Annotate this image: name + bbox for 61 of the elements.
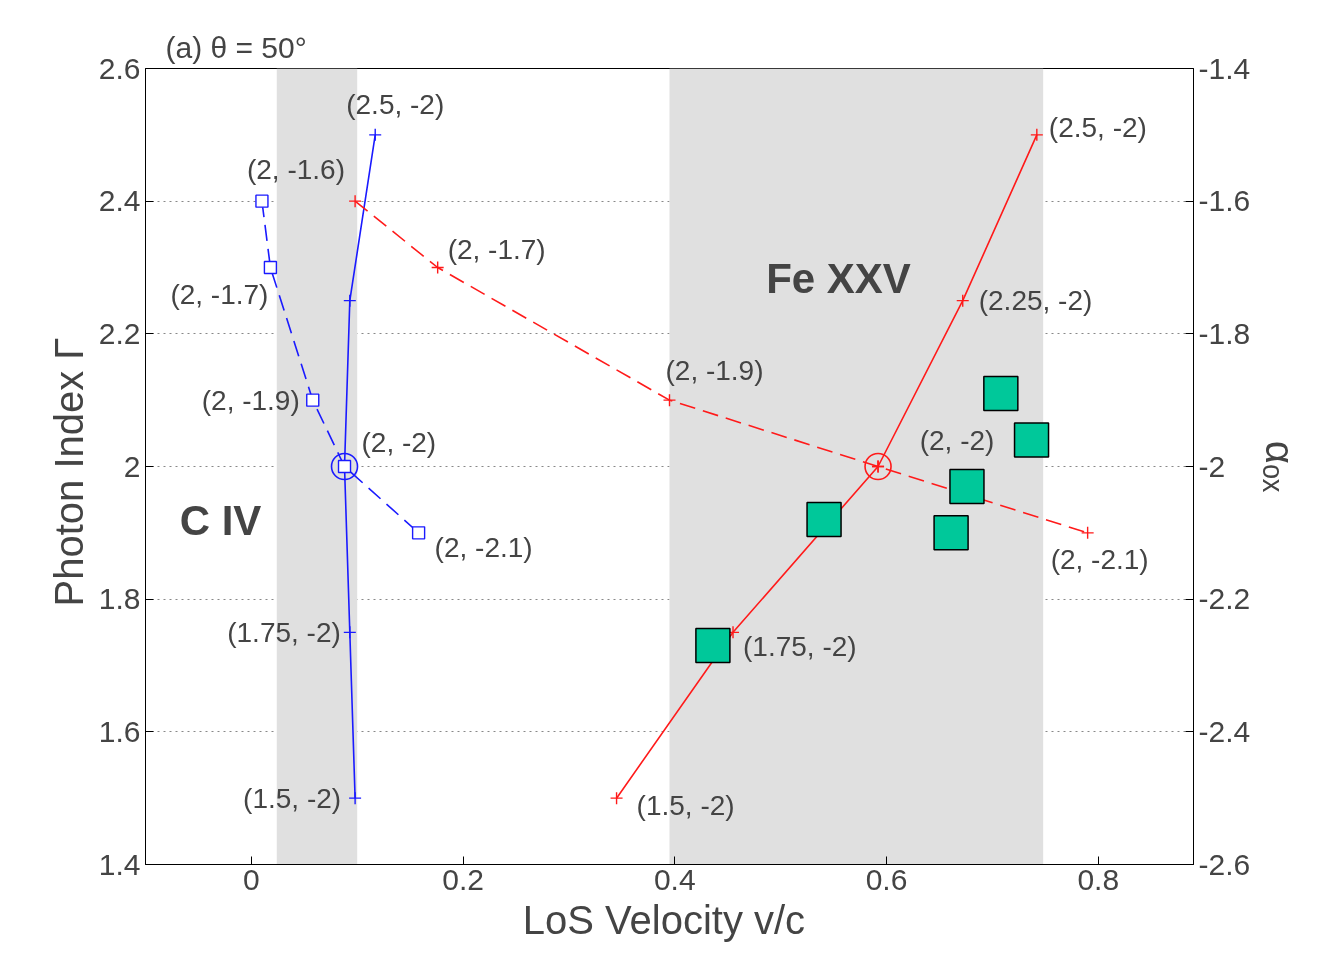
x-tick-label: 0.2 xyxy=(442,862,484,896)
annotation: (2.5, -2) xyxy=(346,89,445,121)
point xyxy=(1080,526,1095,540)
x-tick-label: 0.4 xyxy=(653,862,696,896)
y-tick-label: 2.4 xyxy=(98,184,141,218)
point xyxy=(368,128,382,142)
y-tick-label: 1.8 xyxy=(98,582,141,616)
point xyxy=(956,293,970,308)
x-axis-title: LoS Velocity v/c xyxy=(522,897,806,942)
annotation: (2, -2.1) xyxy=(1050,544,1149,576)
y2-tick-label: -1.8 xyxy=(1198,316,1251,350)
annotation: (2.25, -2) xyxy=(978,285,1093,317)
point xyxy=(348,194,362,208)
y-tick-label: 1.6 xyxy=(98,714,141,748)
annotation: (1.5, -2) xyxy=(243,782,342,814)
annotation: (1.75, -2) xyxy=(227,616,341,648)
annotation: C IV xyxy=(179,497,262,544)
annotation: (2, -2) xyxy=(919,425,995,456)
annotation: (2, -1.7) xyxy=(447,234,546,265)
point xyxy=(983,375,1019,412)
annotation: (2, -1.9) xyxy=(201,384,300,416)
x-tick-label: 0.6 xyxy=(865,862,908,896)
y2-tick-label: -1.4 xyxy=(1198,51,1251,85)
y-tick-label: 2.2 xyxy=(98,316,141,350)
y2-tick-label: -1.6 xyxy=(1198,184,1251,218)
annotation: (2.5, -2) xyxy=(1048,112,1147,144)
y2-tick-label: -2.6 xyxy=(1198,847,1251,881)
annotation: (1.5, -2) xyxy=(636,789,735,821)
point xyxy=(411,526,426,540)
point xyxy=(933,515,969,551)
point xyxy=(343,625,357,640)
y2-tick-label: -2 xyxy=(1198,449,1226,483)
y2-tick-label: -2.4 xyxy=(1198,714,1251,748)
y-axis-title: Photon Index Γ xyxy=(46,337,91,607)
y-tick-label: 1.4 xyxy=(98,847,141,881)
point xyxy=(343,293,357,308)
point xyxy=(263,260,278,275)
annotation: (2, -2.1) xyxy=(434,532,533,564)
point xyxy=(609,791,624,805)
annotation: (1.75, -2) xyxy=(743,630,857,662)
point xyxy=(1013,422,1050,458)
point xyxy=(949,468,985,505)
point xyxy=(695,627,731,664)
y-tick-label: 2 xyxy=(123,449,141,483)
chart-title: (a) θ = 50° xyxy=(165,30,307,64)
annotation: (2, -2) xyxy=(361,427,437,458)
annotation: (2, -1.9) xyxy=(665,354,764,386)
y-tick-label: 2.6 xyxy=(98,51,141,85)
x-tick-label: 0 xyxy=(243,862,260,896)
point xyxy=(430,260,445,275)
y2-axis-title: αₒₓ xyxy=(1258,440,1303,494)
annotation: (2, -1.6) xyxy=(246,153,345,185)
point xyxy=(1030,128,1044,142)
point xyxy=(806,501,842,538)
annotation: (2, -1.7) xyxy=(170,279,269,310)
x-tick-label: 0.8 xyxy=(1077,862,1120,896)
point xyxy=(306,393,320,407)
point xyxy=(348,791,362,805)
y2-tick-label: -2.2 xyxy=(1198,582,1251,616)
point xyxy=(662,393,677,407)
annotation: Fe XXV xyxy=(766,255,911,302)
